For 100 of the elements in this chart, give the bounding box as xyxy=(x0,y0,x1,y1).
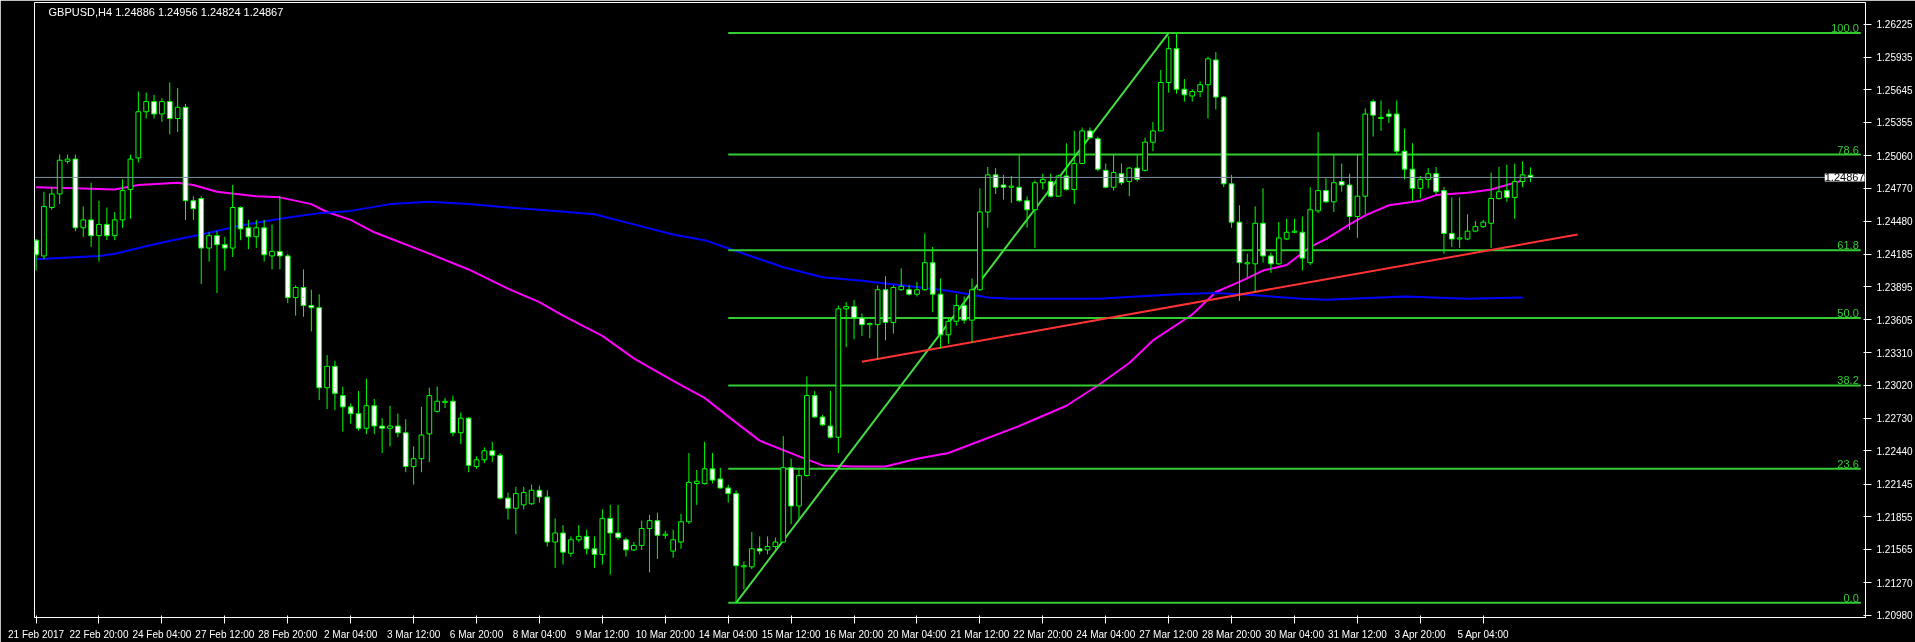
series-label: 38.2 xyxy=(1837,374,1859,387)
series-label: 100.0 xyxy=(1831,21,1859,34)
candlestick xyxy=(859,312,865,337)
x-tick-label: 21 Mar 12:00 xyxy=(950,628,1010,640)
candlestick xyxy=(221,236,228,272)
y-tick-label: 1.22145 xyxy=(1876,479,1914,491)
y-tick-label: 1.23310 xyxy=(1876,347,1914,359)
x-tick-label: 28 Feb 20:00 xyxy=(258,628,318,640)
candlestick xyxy=(1386,109,1392,124)
candlestick xyxy=(308,289,315,332)
candlestick xyxy=(638,520,645,551)
candlestick xyxy=(410,445,417,486)
series-label: 23.6 xyxy=(1837,457,1859,470)
y-tick-label: 1.26225 xyxy=(1876,19,1914,31)
candlestick xyxy=(670,529,677,559)
x-tick-label: 27 Feb 12:00 xyxy=(195,628,255,640)
candlestick xyxy=(505,491,511,521)
y-tick-label: 1.23020 xyxy=(1876,380,1914,392)
x-tick-label: 30 Mar 04:00 xyxy=(1265,628,1325,640)
candlestick xyxy=(898,267,905,292)
candlestick xyxy=(1244,253,1251,278)
y-tick-label: 1.24185 xyxy=(1876,249,1914,261)
x-tick-label: 3 Apr 20:00 xyxy=(1394,628,1447,640)
candlestick xyxy=(560,524,566,566)
candlestick xyxy=(693,469,700,506)
candlestick xyxy=(347,402,354,425)
candlestick xyxy=(512,486,519,535)
x-tick-label: 16 Mar 20:00 xyxy=(824,628,884,640)
x-tick-label: 22 Feb 20:00 xyxy=(69,628,129,640)
candlestick xyxy=(434,386,441,413)
candlestick xyxy=(80,205,87,238)
candlestick xyxy=(190,195,197,221)
candlestick xyxy=(379,417,385,454)
candlestick xyxy=(827,390,834,439)
candlestick xyxy=(88,182,94,248)
candlestick xyxy=(1409,142,1416,202)
candlestick xyxy=(1150,121,1156,152)
candlestick xyxy=(1126,166,1133,197)
candlestick xyxy=(607,504,614,576)
candlestick xyxy=(457,412,464,445)
candlestick xyxy=(324,354,330,410)
x-tick-label: 27 Mar 12:00 xyxy=(1139,628,1199,640)
candlestick xyxy=(961,295,968,325)
candlestick xyxy=(1433,166,1439,195)
candlestick xyxy=(387,405,393,447)
candlestick xyxy=(442,397,448,409)
y-tick-label: 1.20980 xyxy=(1876,610,1914,622)
y-tick-label: 1.25935 xyxy=(1876,52,1914,64)
y-tick-label: 1.22440 xyxy=(1876,445,1914,457)
candlestick xyxy=(277,195,283,270)
x-tick-label: 20 Mar 04:00 xyxy=(887,628,947,640)
candlestick xyxy=(166,81,173,135)
candlestick xyxy=(1315,131,1321,214)
candlestick xyxy=(1417,175,1424,199)
candlestick xyxy=(1181,78,1188,103)
candlestick xyxy=(1197,80,1203,98)
x-tick-label: 15 Mar 12:00 xyxy=(761,628,822,640)
candlestick xyxy=(418,406,425,473)
candlestick xyxy=(1008,175,1015,204)
x-tick-label: 3 Mar 12:00 xyxy=(386,628,441,640)
candlestick xyxy=(1511,163,1518,220)
candlestick xyxy=(725,484,732,504)
candlestick xyxy=(568,535,574,558)
x-tick-label: 24 Feb 04:00 xyxy=(132,628,192,640)
x-tick-label: 10 Mar 20:00 xyxy=(635,628,696,640)
candlestick xyxy=(1134,154,1141,183)
candlestick xyxy=(48,186,55,211)
candlestick xyxy=(206,231,212,263)
x-tick-label: 24 Mar 04:00 xyxy=(1076,628,1136,640)
candlestick xyxy=(214,230,220,294)
line-series xyxy=(35,200,1524,301)
y-tick-label: 1.21855 xyxy=(1876,511,1914,523)
candlestick xyxy=(583,529,590,555)
candlestick xyxy=(748,531,755,570)
candlestick xyxy=(756,535,763,555)
candlestick xyxy=(741,560,747,590)
series-label: 0.0 xyxy=(1843,591,1859,604)
candlestick xyxy=(253,219,260,249)
candlestick xyxy=(1425,167,1432,189)
candlestick xyxy=(104,207,110,241)
series-label: 50.0 xyxy=(1837,306,1859,319)
candlestick xyxy=(1323,177,1329,204)
x-tick-label: 22 Mar 20:00 xyxy=(1013,628,1073,640)
candlestick xyxy=(111,211,118,241)
candlestick xyxy=(1496,166,1502,201)
x-tick-label: 5 Apr 04:00 xyxy=(1457,628,1509,640)
chart-title: GBPUSD,H4 1.24886 1.24956 1.24824 1.24867 xyxy=(48,5,284,18)
candlestick xyxy=(269,223,275,270)
candlestick xyxy=(1378,99,1384,132)
candlestick xyxy=(914,281,920,297)
candlestick xyxy=(151,94,157,120)
y-tick-label: 1.22730 xyxy=(1876,413,1914,425)
x-tick-label: 21 Feb 2017 xyxy=(7,628,65,640)
candlestick xyxy=(1401,128,1408,180)
candlestick xyxy=(843,301,850,348)
candlestick xyxy=(1503,164,1510,203)
candlestick xyxy=(143,92,150,120)
x-tick-label: 8 Mar 04:00 xyxy=(512,628,567,640)
candlestick xyxy=(1024,195,1030,229)
y-tick-label: 1.25645 xyxy=(1876,84,1914,96)
